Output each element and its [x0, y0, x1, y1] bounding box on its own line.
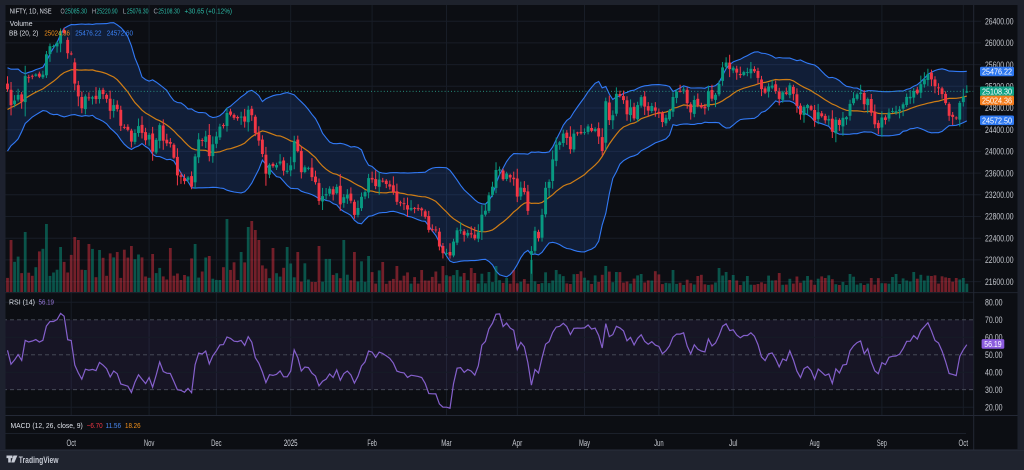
- svg-text:Apr: Apr: [512, 438, 522, 448]
- svg-text:Oct: Oct: [959, 438, 969, 448]
- svg-text:25108.30: 25108.30: [158, 6, 180, 15]
- svg-text:25600.00: 25600.00: [985, 60, 1014, 70]
- svg-text:24000.00: 24000.00: [985, 147, 1014, 157]
- svg-text:Sep: Sep: [877, 438, 887, 448]
- svg-text:70.00: 70.00: [985, 315, 1003, 325]
- svg-text:25085.30: 25085.30: [65, 6, 87, 15]
- svg-text:24572.50: 24572.50: [982, 116, 1012, 126]
- svg-text:H: H: [92, 6, 96, 15]
- svg-text:18.26: 18.26: [125, 421, 141, 430]
- svg-text:Oct: Oct: [66, 438, 76, 448]
- svg-text:Jul: Jul: [729, 438, 738, 448]
- svg-text:Volume: Volume: [10, 19, 33, 28]
- svg-text:11.56: 11.56: [106, 421, 122, 430]
- svg-text:MACD (12, 26, close, 9): MACD (12, 26, close, 9): [11, 421, 84, 430]
- svg-text:RSI (14): RSI (14): [9, 297, 35, 306]
- svg-text:25024.36: 25024.36: [982, 96, 1012, 106]
- svg-text:56.19: 56.19: [984, 339, 1002, 349]
- svg-text:NIFTY, 1D, NSE: NIFTY, 1D, NSE: [10, 6, 52, 15]
- svg-text:23200.00: 23200.00: [985, 190, 1014, 200]
- svg-text:L: L: [123, 6, 127, 15]
- svg-text:22800.00: 22800.00: [985, 212, 1014, 222]
- svg-text:25476.22: 25476.22: [75, 28, 101, 37]
- svg-text:26000.00: 26000.00: [985, 38, 1014, 48]
- svg-text:TradingView: TradingView: [19, 455, 59, 466]
- svg-text:Dec: Dec: [211, 438, 222, 448]
- svg-text:+30.65 (+0.12%): +30.65 (+0.12%): [185, 6, 233, 15]
- svg-text:23600.00: 23600.00: [985, 168, 1014, 178]
- svg-text:25476.22: 25476.22: [982, 67, 1012, 77]
- svg-text:56.19: 56.19: [39, 297, 55, 306]
- svg-text:50.00: 50.00: [985, 350, 1003, 360]
- svg-text:Nov: Nov: [144, 438, 155, 448]
- svg-text:24400.00: 24400.00: [985, 125, 1014, 135]
- svg-text:20.00: 20.00: [985, 402, 1003, 412]
- svg-text:30.00: 30.00: [985, 385, 1003, 395]
- svg-text:BB (20, 2): BB (20, 2): [9, 28, 39, 37]
- svg-text:21600.00: 21600.00: [985, 277, 1014, 287]
- svg-text:24800.00: 24800.00: [985, 103, 1014, 113]
- svg-text:25108.30: 25108.30: [982, 86, 1012, 96]
- svg-text:May: May: [579, 438, 590, 448]
- svg-text:25220.90: 25220.90: [96, 6, 117, 15]
- svg-text:Jun: Jun: [654, 438, 664, 448]
- svg-text:25024.36: 25024.36: [44, 28, 70, 37]
- svg-text:40.00: 40.00: [985, 367, 1003, 377]
- svg-text:Aug: Aug: [810, 438, 820, 448]
- svg-text:22000.00: 22000.00: [985, 255, 1014, 265]
- svg-text:60.00: 60.00: [985, 332, 1003, 342]
- svg-text:Mar: Mar: [441, 438, 452, 448]
- svg-text:2025: 2025: [284, 438, 298, 448]
- svg-text:24572.60: 24572.60: [107, 28, 133, 37]
- svg-text:Feb: Feb: [367, 438, 377, 448]
- svg-text:−6.70: −6.70: [87, 421, 103, 430]
- svg-text:22400.00: 22400.00: [985, 233, 1014, 243]
- svg-text:80.00: 80.00: [985, 298, 1003, 308]
- svg-text:C: C: [154, 6, 159, 15]
- svg-text:O: O: [61, 6, 65, 15]
- svg-text:25076.30: 25076.30: [127, 6, 149, 15]
- svg-text:26400.00: 26400.00: [985, 16, 1014, 26]
